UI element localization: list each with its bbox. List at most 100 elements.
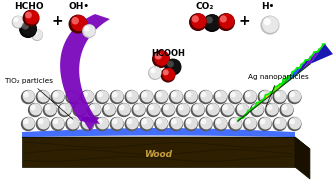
Polygon shape xyxy=(22,137,295,167)
Circle shape xyxy=(57,103,72,117)
Circle shape xyxy=(207,103,219,115)
Polygon shape xyxy=(238,112,248,121)
Circle shape xyxy=(198,90,213,104)
Circle shape xyxy=(192,15,199,22)
Polygon shape xyxy=(246,104,257,115)
Circle shape xyxy=(23,90,35,102)
Circle shape xyxy=(83,25,96,37)
Circle shape xyxy=(183,90,198,104)
Circle shape xyxy=(30,105,36,110)
Circle shape xyxy=(127,119,132,124)
Circle shape xyxy=(119,105,125,110)
Circle shape xyxy=(82,90,94,102)
Circle shape xyxy=(71,15,87,31)
Circle shape xyxy=(161,103,175,117)
Circle shape xyxy=(200,90,212,102)
Circle shape xyxy=(82,117,94,129)
Circle shape xyxy=(163,68,175,81)
Circle shape xyxy=(74,105,80,110)
Circle shape xyxy=(52,117,65,129)
Circle shape xyxy=(169,117,183,131)
Circle shape xyxy=(13,16,24,27)
Circle shape xyxy=(178,105,184,110)
Circle shape xyxy=(23,92,29,97)
Circle shape xyxy=(53,119,58,124)
Circle shape xyxy=(192,103,204,115)
Circle shape xyxy=(152,50,170,68)
Circle shape xyxy=(149,67,162,79)
Circle shape xyxy=(112,119,118,124)
Circle shape xyxy=(82,92,88,97)
Circle shape xyxy=(289,117,301,129)
Circle shape xyxy=(28,103,42,117)
Text: HCOOH: HCOOH xyxy=(151,49,185,58)
Circle shape xyxy=(245,119,251,124)
Circle shape xyxy=(279,103,294,117)
Circle shape xyxy=(289,119,295,124)
Circle shape xyxy=(30,103,42,115)
Circle shape xyxy=(165,59,181,76)
Circle shape xyxy=(200,117,212,129)
Circle shape xyxy=(176,103,190,117)
Circle shape xyxy=(142,119,147,124)
Circle shape xyxy=(156,92,162,97)
Circle shape xyxy=(102,103,116,117)
Circle shape xyxy=(36,90,50,104)
Circle shape xyxy=(80,117,95,131)
Text: Wood: Wood xyxy=(144,149,172,159)
Circle shape xyxy=(207,105,213,110)
Circle shape xyxy=(167,61,174,67)
Circle shape xyxy=(186,92,191,97)
Circle shape xyxy=(163,105,169,110)
Polygon shape xyxy=(22,137,310,149)
Circle shape xyxy=(14,17,19,22)
Circle shape xyxy=(170,90,183,102)
Circle shape xyxy=(213,90,227,104)
Circle shape xyxy=(71,17,79,25)
Circle shape xyxy=(134,105,139,110)
Circle shape xyxy=(257,90,272,104)
Circle shape xyxy=(84,26,90,31)
Circle shape xyxy=(23,119,29,124)
Circle shape xyxy=(119,103,131,115)
Circle shape xyxy=(260,119,265,124)
Circle shape xyxy=(80,90,95,104)
Circle shape xyxy=(156,117,168,129)
Polygon shape xyxy=(60,14,110,124)
Circle shape xyxy=(141,90,153,102)
Circle shape xyxy=(220,103,234,117)
Circle shape xyxy=(97,90,109,102)
Circle shape xyxy=(149,105,154,110)
Circle shape xyxy=(82,119,88,124)
Polygon shape xyxy=(81,117,99,131)
Circle shape xyxy=(274,92,280,97)
Circle shape xyxy=(245,92,251,97)
Circle shape xyxy=(228,117,242,131)
Polygon shape xyxy=(270,78,286,96)
Circle shape xyxy=(185,90,197,102)
Circle shape xyxy=(230,90,242,102)
Circle shape xyxy=(156,90,168,102)
Circle shape xyxy=(163,69,169,75)
Circle shape xyxy=(190,103,205,117)
Circle shape xyxy=(12,15,25,29)
Circle shape xyxy=(89,105,95,110)
Circle shape xyxy=(166,59,181,73)
Circle shape xyxy=(142,92,147,97)
Circle shape xyxy=(177,103,190,115)
Circle shape xyxy=(215,92,221,97)
Circle shape xyxy=(243,117,257,131)
Circle shape xyxy=(23,10,40,27)
Circle shape xyxy=(74,103,86,115)
Polygon shape xyxy=(254,95,267,108)
Polygon shape xyxy=(294,53,315,77)
Circle shape xyxy=(193,105,198,110)
Circle shape xyxy=(50,117,65,131)
Circle shape xyxy=(97,117,109,129)
Circle shape xyxy=(171,92,177,97)
Circle shape xyxy=(262,16,279,33)
Circle shape xyxy=(213,117,227,131)
Polygon shape xyxy=(286,61,306,83)
Circle shape xyxy=(259,117,272,129)
Circle shape xyxy=(206,16,213,23)
